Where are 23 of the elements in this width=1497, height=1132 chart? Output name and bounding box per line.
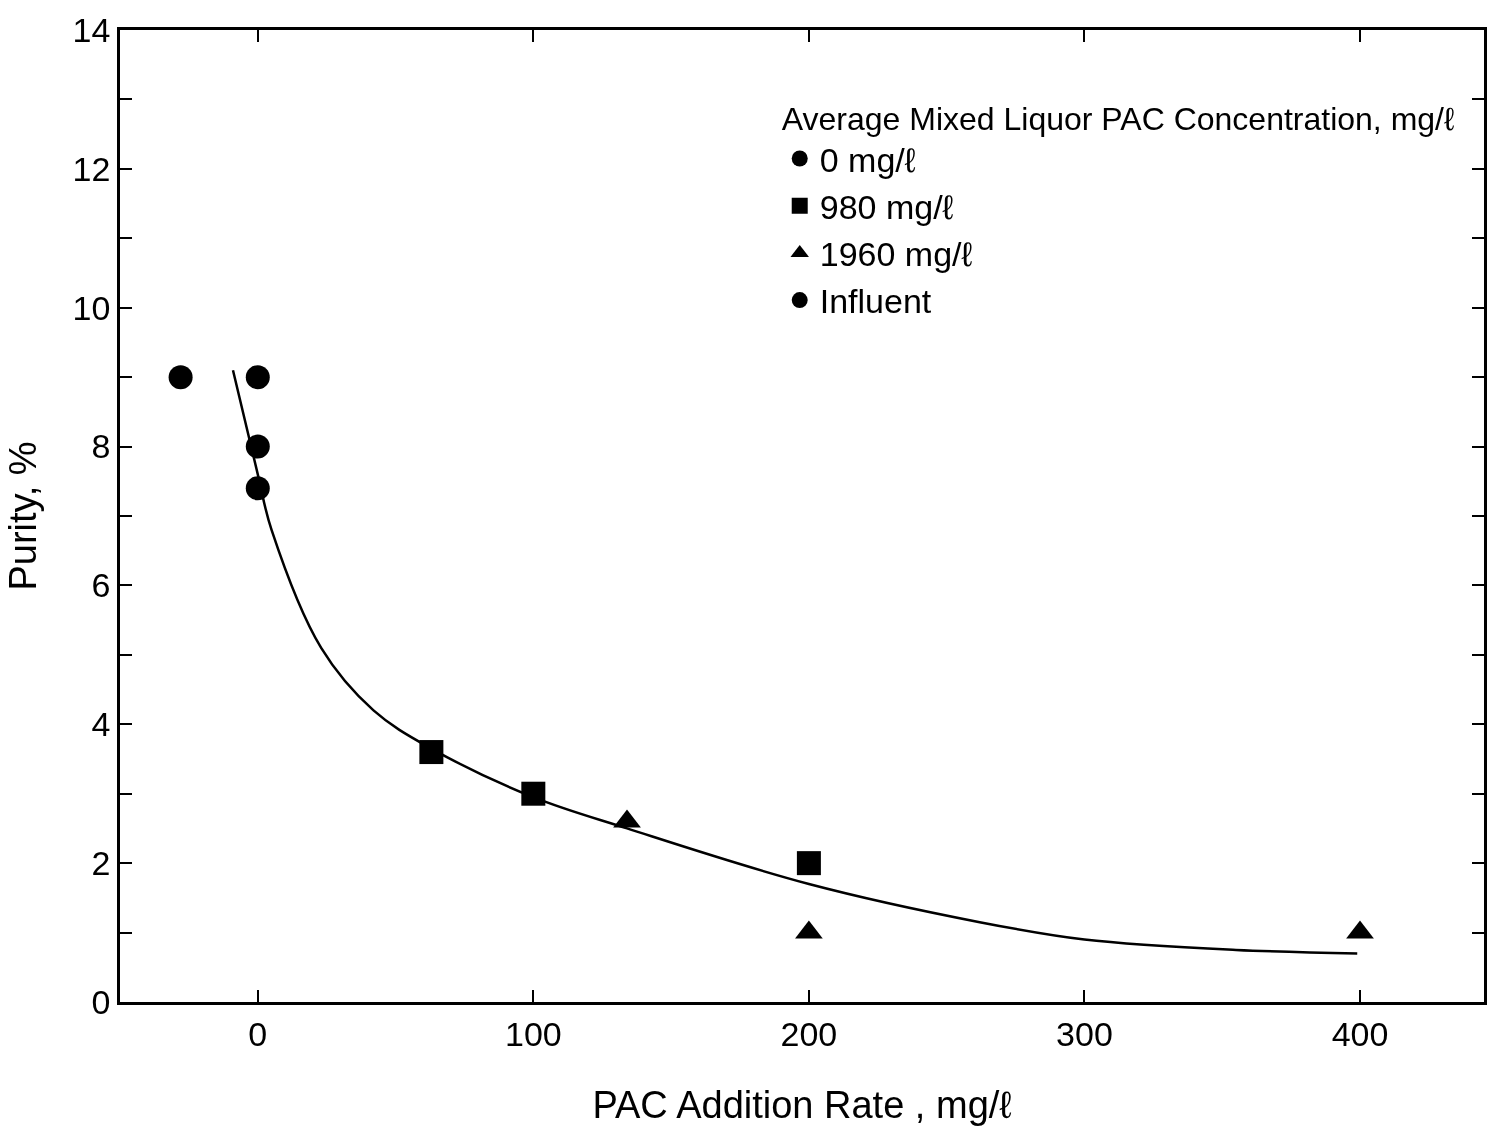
y-tick-label: 8: [91, 427, 111, 466]
y-axis-title: Purity, %: [1, 441, 44, 591]
x-tick-label: 100: [504, 1014, 562, 1053]
legend-label: 980 mg/ℓ: [819, 187, 954, 226]
point: [245, 365, 270, 390]
x-tick-label: 0: [248, 1014, 268, 1053]
y-tick-label: 10: [72, 288, 111, 327]
y-tick-label: 0: [91, 982, 111, 1021]
legend-label: 1960 mg/ℓ: [819, 235, 973, 274]
point: [168, 365, 193, 390]
x-axis-title: PAC Addition Rate , mg/ℓ: [592, 1083, 1012, 1126]
x-tick-label: 300: [1056, 1014, 1113, 1053]
x-tick-label: 400: [1331, 1014, 1389, 1053]
legend-label: 0 mg/ℓ: [819, 140, 916, 179]
legend-label: Influent: [819, 282, 932, 321]
legend-title: Average Mixed Liquor PAC Concentration, mg/ℓ: [781, 100, 1455, 137]
line-series: [231, 368, 1359, 955]
y-tick-label: 2: [91, 844, 111, 883]
y-tick-label: 6: [91, 566, 111, 605]
y-tick-label: 12: [72, 149, 111, 188]
x-tick-label: 200: [780, 1014, 838, 1053]
y-tick-label: 14: [72, 10, 111, 49]
y-tick-label: 4: [91, 705, 111, 744]
